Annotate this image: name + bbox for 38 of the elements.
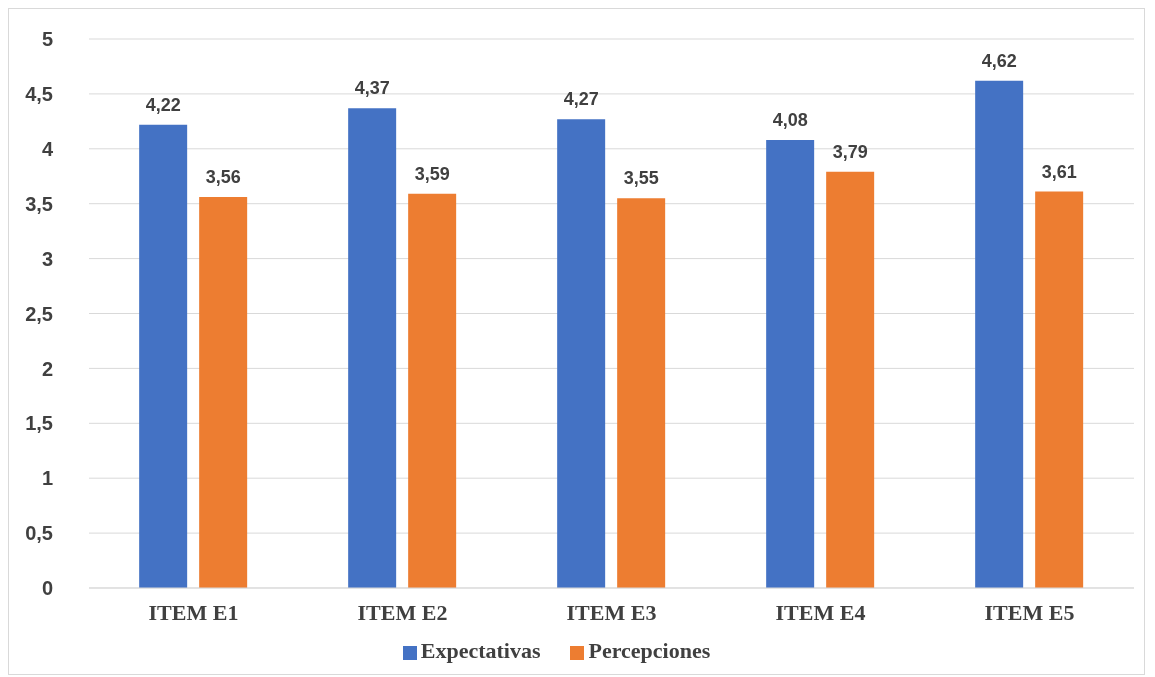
data-label: 3,56: [205, 167, 241, 188]
bar: [557, 119, 606, 588]
bar: [766, 140, 815, 588]
data-label: 4,62: [981, 50, 1017, 71]
data-label: 3,59: [414, 163, 450, 184]
y-tick-label: 2: [41, 357, 53, 380]
x-tick-label: ITEM E2: [357, 599, 448, 625]
data-label: 4,08: [772, 110, 808, 131]
y-tick-label: 0,5: [25, 522, 53, 545]
bar: [348, 108, 397, 588]
data-label: 3,61: [1041, 161, 1077, 182]
y-tick-label: 3: [41, 247, 53, 270]
legend-label: Percepciones: [588, 638, 711, 663]
data-label: 3,79: [832, 141, 868, 162]
x-tick-label: ITEM E5: [984, 599, 1075, 625]
data-label: 4,37: [354, 78, 390, 99]
bar: [975, 80, 1024, 588]
x-tick-label: ITEM E3: [566, 599, 657, 625]
legend-label: Expectativas: [420, 638, 541, 663]
y-tick-label: 1: [41, 467, 53, 490]
bar: [408, 193, 457, 588]
y-tick-label: 3,5: [25, 192, 53, 215]
x-tick-label: ITEM E1: [148, 599, 239, 625]
x-tick-label: ITEM E4: [775, 599, 866, 625]
bar: [1035, 191, 1084, 588]
y-tick-label: 4,5: [25, 83, 53, 105]
y-tick-label: 1,5: [25, 412, 53, 435]
y-tick-label: 5: [41, 28, 53, 51]
bar: [199, 197, 248, 588]
y-tick-label: 2,5: [25, 302, 53, 325]
bar: [617, 198, 666, 588]
bar: [826, 171, 875, 588]
data-label: 4,27: [563, 89, 599, 110]
y-tick-label: 4: [41, 137, 54, 160]
y-tick-label: 0: [41, 577, 53, 600]
data-label: 3,55: [623, 168, 659, 189]
data-label: 4,22: [145, 94, 181, 115]
bar: [139, 124, 188, 588]
